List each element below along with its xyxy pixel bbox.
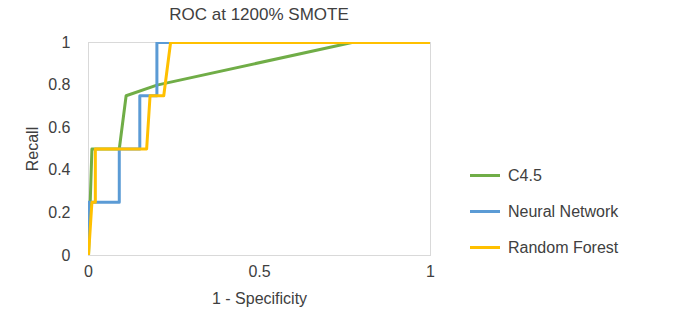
svg-text:0.5: 0.5 (248, 263, 270, 280)
html-text:Random Forest: Random Forest (508, 238, 619, 256)
html-text:Neural Network: Neural Network (508, 202, 619, 220)
html-text:ROC at 1200% SMOTE: ROC at 1200% SMOTE (169, 5, 349, 24)
svg-text:1: 1 (62, 34, 71, 51)
svg-text:0: 0 (62, 247, 71, 264)
svg-text:1 - Specificity: 1 - Specificity (212, 290, 307, 307)
html-text:C4.5: C4.5 (508, 166, 542, 184)
svg-text:0.8: 0.8 (48, 76, 70, 93)
svg-text:0.6: 0.6 (48, 119, 70, 136)
svg-text:0.2: 0.2 (48, 204, 70, 221)
svg-text:0: 0 (84, 263, 93, 280)
svg-text:Recall: Recall (24, 127, 41, 171)
svg-text:0.4: 0.4 (48, 161, 70, 178)
svg-text:1: 1 (426, 263, 435, 280)
